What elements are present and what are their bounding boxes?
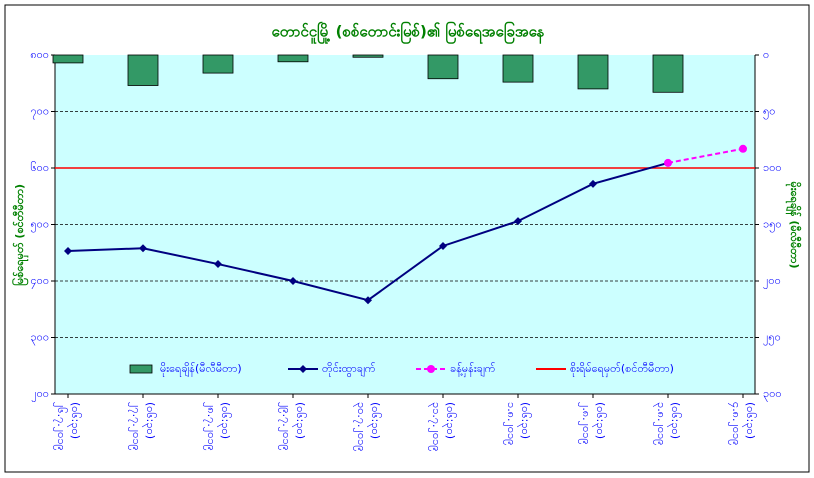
y-tick-label: ၂၀၀ [31,387,49,402]
marker [439,241,447,250]
x-tick-label: ၁.၈.၂၀၁၉ [503,402,518,445]
legend-label: စိုးရိမ်ရေမှတ်(စင်တီမီတာ) [570,362,674,377]
x-tick-sublabel: (၀၆:၃၀) [367,402,382,439]
legend-swatch [129,364,153,374]
bar [127,54,159,86]
marker [64,247,72,256]
y-tick-label: ၆၀၀ [30,161,49,174]
x-tick-label: ၂၇.၇.၂၀၁၉ [128,402,143,451]
x-tick-sublabel: (၀၆:၃၀) [742,402,757,439]
x-tick-sublabel: (၀၆:၃၀) [67,402,82,439]
x-tick-label: ၃၀.၇.၂၀၁၉ [353,402,368,452]
y2-tick-label: ၂၀၀ [763,274,781,289]
y-tick-label: ၅၀၀ [30,218,49,233]
y-tick-label: ၈၀၀ [30,48,49,61]
y2-tick-label: ၃၀၀ [763,387,782,402]
bar [277,54,309,63]
y2-tick-label: ၁၀၀ [763,161,782,174]
x-tick-label: ၂၈.၇.၂၀၁၉ [203,402,218,451]
bar [352,54,384,58]
x-tick-label: ၄.၈.၂၀၁၉ [728,402,743,445]
y2-tick-label: ၀ [763,48,769,61]
y-tick-label: ၄၀၀ [30,274,49,289]
x-tick-sublabel: (၀၆:၃၀) [217,402,232,439]
legend-label: ခန့်မှန်းချက် [450,362,496,377]
x-tick-label: ၂.၈.၂၀၁၉ [578,402,593,445]
bar [427,54,459,80]
bar [52,54,84,64]
bar [502,54,534,83]
bar [202,54,234,74]
marker [139,244,147,253]
x-tick-sublabel: (၀၆:၃၀) [517,402,532,439]
marker [739,144,747,153]
marker [589,179,597,188]
y2-tick-label: ၁၅၀ [763,218,782,233]
bar [577,54,609,90]
bar [652,54,684,93]
y2-tick-label: ၂၅၀ [763,331,781,346]
y2-tick-label: ၅၀ [763,105,775,120]
y-tick-label: ၇၀၀ [30,105,49,120]
line [667,147,744,164]
marker [664,158,672,167]
legend-label: မိုးရေချိန်(မီလီမီတာ) [160,362,242,377]
legend-marker [427,365,435,373]
x-tick-sublabel: (၀၆:၃၀) [442,402,457,439]
y2-axis-title: မိုးရေချိန် (မီလီမီတာ) [785,182,802,269]
marker [289,277,297,285]
marker [364,296,372,305]
marker [214,260,222,269]
y-tick-label: ၃၀၀ [30,331,49,346]
x-tick-sublabel: (၀၆:၃၀) [142,402,157,439]
x-tick-sublabel: (၀၆:၃၀) [292,402,307,439]
x-tick-label: ၂၆.၇.၂၀၁၉ [53,402,68,451]
marker [514,217,522,226]
x-tick-label: ၃၁.၇.၂၀၁၉ [428,402,443,452]
legend-marker [299,365,307,373]
x-tick-sublabel: (၀၆:၃၀) [667,402,682,439]
x-tick-label: ၂၉.၇.၂၀၁၉ [278,402,293,451]
x-tick-sublabel: (၀၆:၃၀) [592,402,607,439]
y-axis-title: မြစ်ရေမှတ် (စင်တီမီတာ) [11,184,29,286]
legend-label: တိုင်းထွာချက် [322,362,376,377]
x-tick-label: ၃.၈.၂၀၁၉ [653,402,668,445]
